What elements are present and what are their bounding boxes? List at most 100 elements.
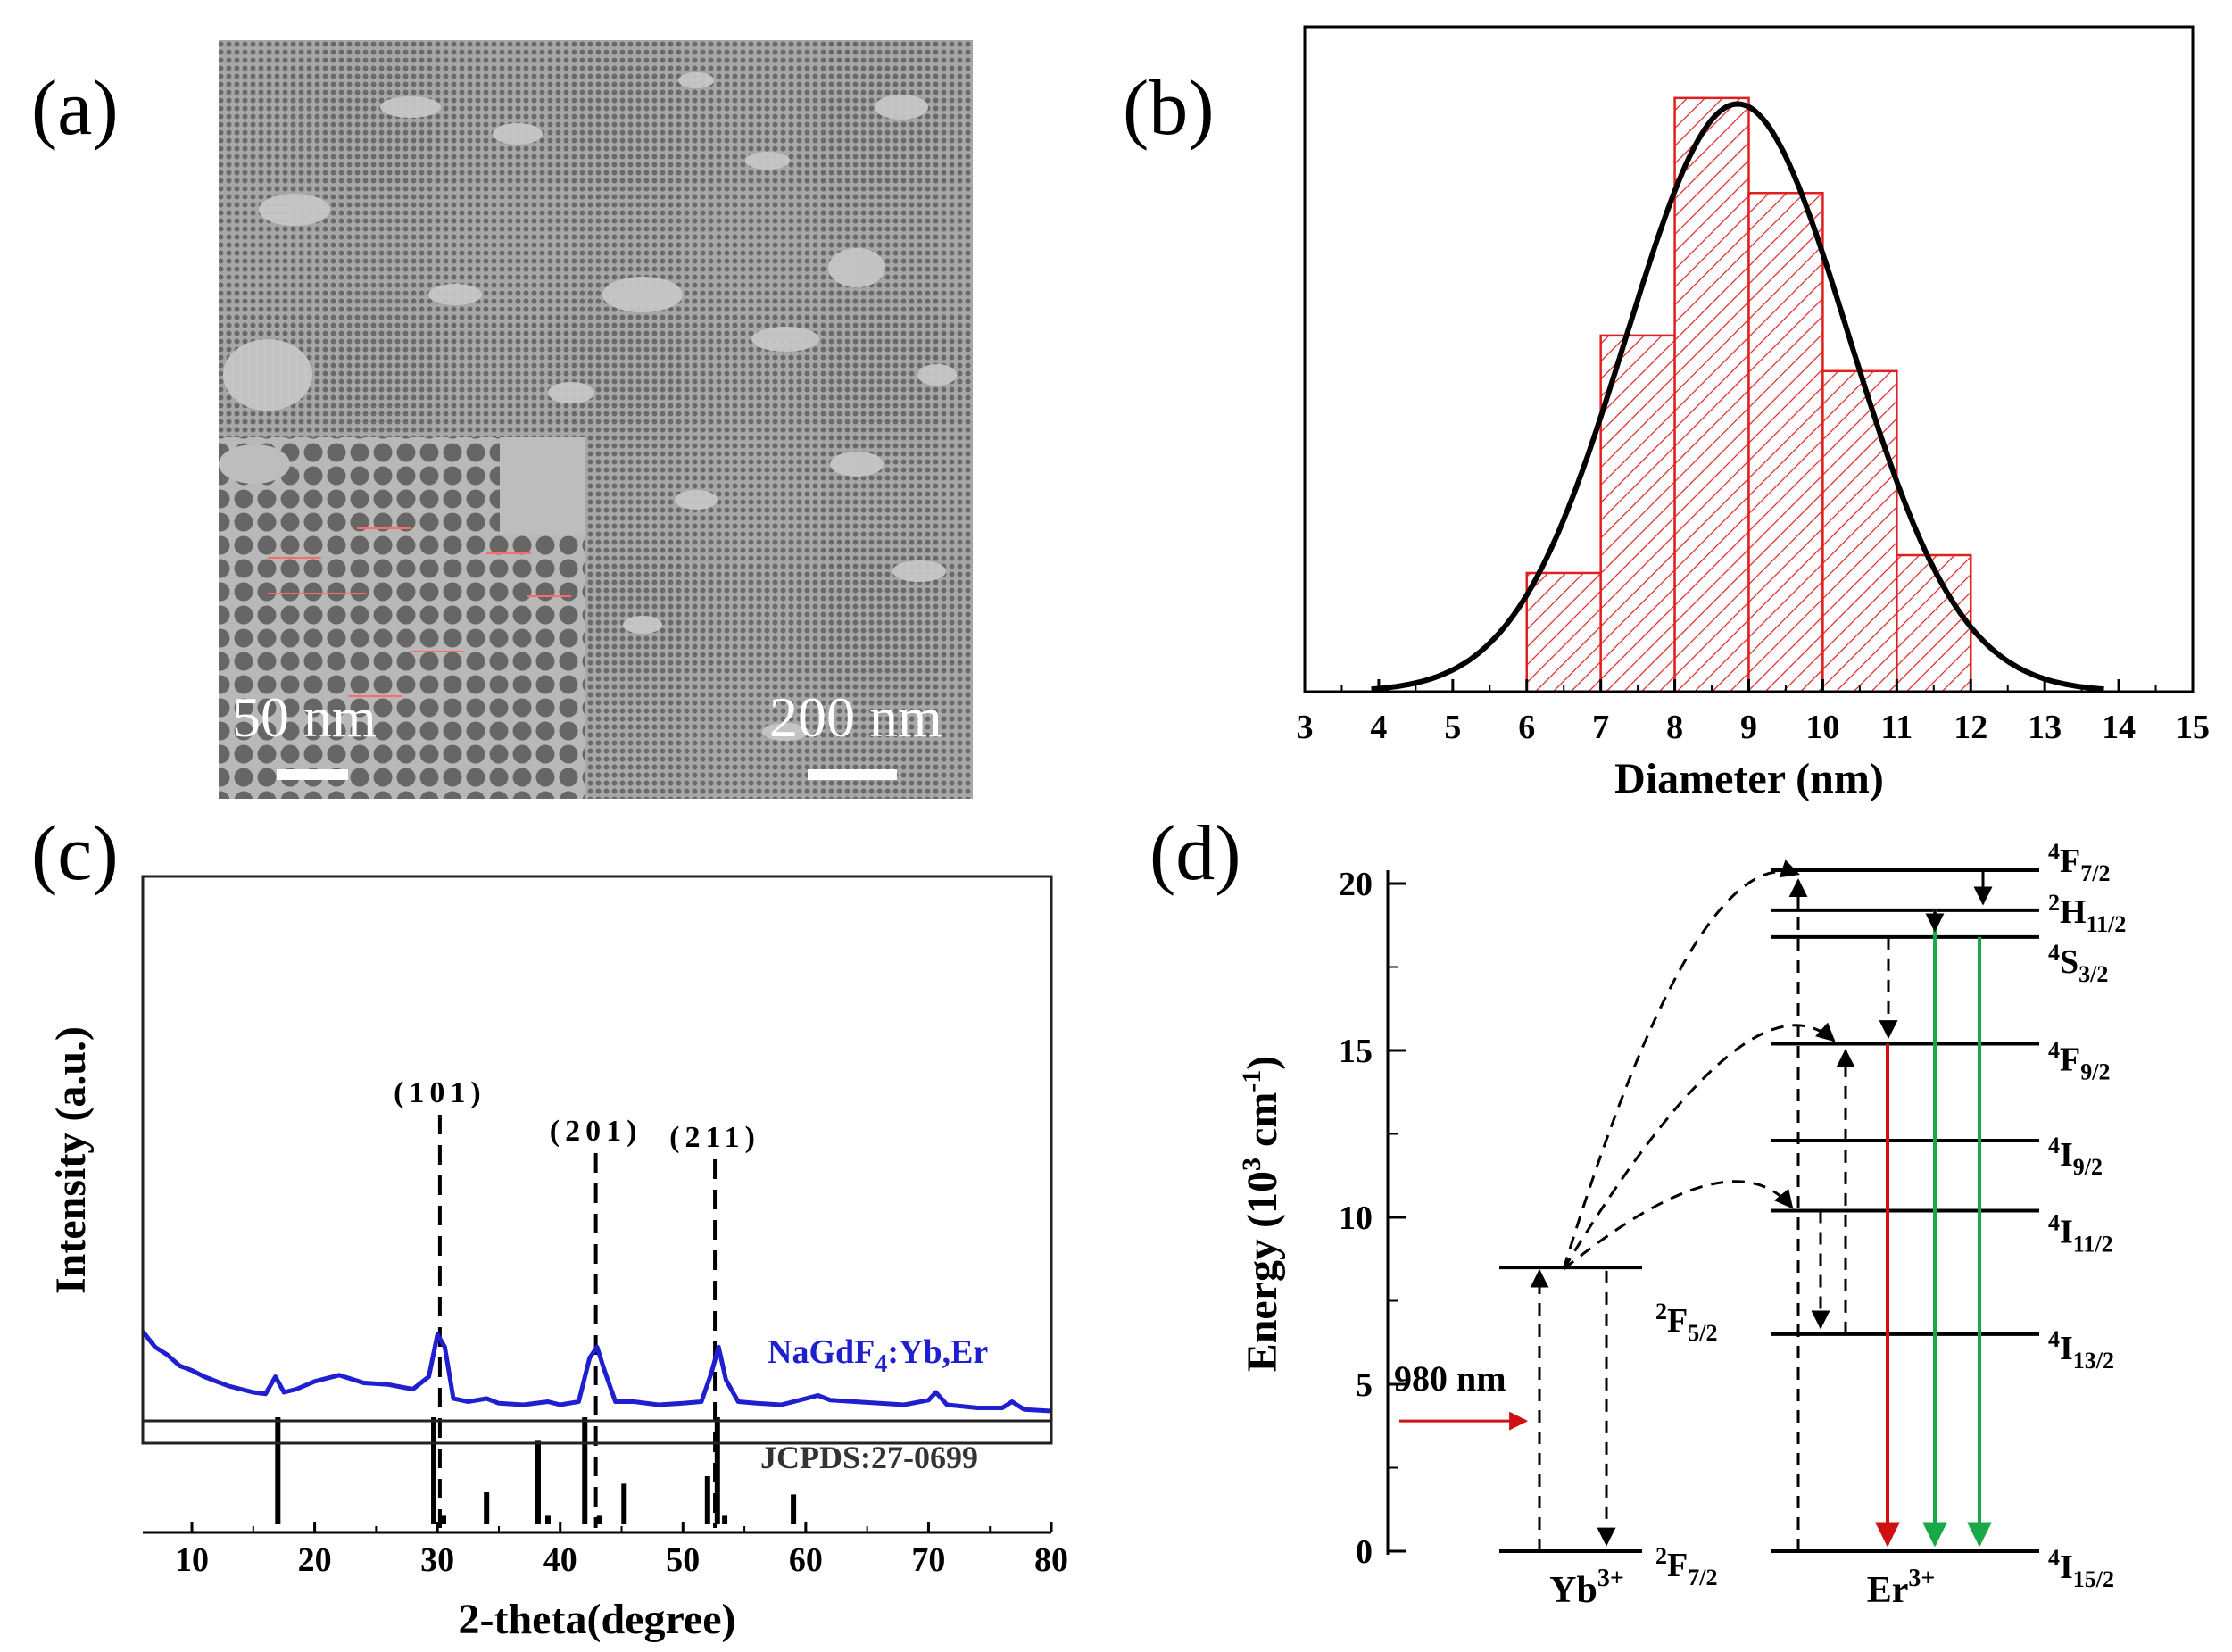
x-tick-label: 9	[1740, 709, 1757, 746]
energy-tick-label: 20	[1339, 866, 1373, 903]
level-label: 4I13/2	[2048, 1326, 2114, 1374]
x-tick-label: 10	[175, 1541, 209, 1579]
main-scale-bar	[808, 769, 897, 780]
level-label-pre: 4	[2048, 1326, 2060, 1352]
histogram-x-title: Diameter (nm)	[1614, 755, 1884, 802]
x-tick-label: 14	[2102, 709, 2136, 746]
level-label-sub: 9/2	[2073, 1154, 2103, 1180]
level-label-pre: 4	[2048, 1210, 2060, 1236]
level-label-main: H	[2060, 893, 2087, 931]
sample-name-part1: NaGdF	[768, 1333, 875, 1371]
histogram-bars	[1525, 96, 1972, 693]
level-label: 4I9/2	[2048, 1133, 2103, 1180]
energy-transfer-arrow	[1562, 859, 1800, 1270]
peak-label: (101)	[394, 1076, 486, 1109]
panel-d-letter: (d)	[1149, 810, 1241, 897]
level-label-main: I	[2060, 1330, 2073, 1367]
energy-transfer-arrow	[1563, 1180, 1794, 1271]
yb-ion-sup: 3+	[1597, 1565, 1624, 1592]
energy-title-sup2: -1	[1237, 1070, 1266, 1092]
level-label-pre: 4	[2048, 1545, 2060, 1571]
energy-transfer-arrow	[1562, 1022, 1836, 1270]
energy-tick-label: 15	[1339, 1033, 1373, 1070]
level-label-sub: 11/2	[2073, 1232, 2113, 1258]
er-ion-sup: 3+	[1908, 1565, 1935, 1592]
panel-a: (a)	[31, 40, 973, 799]
level-label-sub: 11/2	[2087, 911, 2127, 937]
energy-axis-title: Energy (103 cm-1)	[1237, 1056, 1286, 1373]
energy-title-sup: 3	[1237, 1158, 1266, 1171]
xrd-x-title: 2-theta(degree)	[459, 1596, 736, 1643]
panel-a-letter: (a)	[31, 65, 119, 152]
main-scale-label: 200 nm	[769, 685, 942, 749]
reference-label: JCPDS:27-0699	[760, 1440, 978, 1475]
level-label-main: F	[2060, 1042, 2080, 1079]
level-label-sub: 7/2	[1688, 1565, 1717, 1590]
level-label-main: I	[2060, 1548, 2073, 1586]
level-label: 2F5/2	[1655, 1299, 1717, 1346]
level-label-pre: 4	[2048, 1133, 2060, 1158]
reference-sticks	[275, 1417, 797, 1524]
xrd-peak-lines: (101) (201) (211)	[394, 1076, 760, 1528]
sample-label: NaGdF4:Yb,Er	[768, 1333, 988, 1378]
histogram-bar	[1747, 192, 1824, 693]
xrd-curve	[141, 1330, 1052, 1414]
x-tick-label: 8	[1666, 709, 1683, 746]
energy-tick-label: 10	[1339, 1200, 1373, 1237]
er-ion-base: Er	[1867, 1570, 1909, 1611]
level-label-main: I	[2060, 1136, 2073, 1174]
tem-voids	[223, 72, 957, 741]
level-label: 4S3/2	[2048, 940, 2108, 987]
er-ion-label: Er3+	[1867, 1565, 1936, 1611]
level-label: 4I15/2	[2048, 1545, 2114, 1592]
level-label-pre: 4	[2048, 839, 2060, 865]
x-tick-label: 80	[1034, 1541, 1068, 1579]
x-tick-label: 11	[1880, 709, 1913, 746]
level-label-sub: 15/2	[2073, 1566, 2114, 1592]
energy-title-end: )	[1239, 1056, 1286, 1070]
x-tick-label: 13	[2028, 709, 2062, 746]
level-label-sub: 3/2	[2078, 961, 2108, 987]
level-label-main: F	[1667, 1547, 1688, 1584]
transition-arrows	[1388, 859, 1993, 1553]
level-label-sub: 7/2	[2080, 860, 2110, 886]
level-label-pre: 2	[1655, 1543, 1667, 1569]
level-label: 4I11/2	[2048, 1210, 2113, 1258]
x-tick-label: 60	[789, 1541, 823, 1579]
level-label-main: F	[1667, 1302, 1688, 1340]
yb-ion-base: Yb	[1549, 1570, 1597, 1611]
x-tick-label: 12	[1954, 709, 1987, 746]
x-tick-label: 70	[911, 1541, 945, 1579]
energy-title-main: Energy (10	[1239, 1171, 1286, 1372]
histogram-x-ticks: 3 4 5 6 7 8 9 10 11 12 13 14 15	[1297, 679, 2210, 746]
panel-c: (c) (101) (201) (211) NaGdF4:Yb,Er JCPDS:2…	[31, 810, 1068, 1643]
level-label-main: F	[2060, 843, 2080, 880]
xrd-frame	[141, 875, 1053, 1445]
energy-ticks: 0 5 10 15 20	[1339, 866, 1406, 1571]
energy-levels: 2F7/22F5/24I15/24I13/24I11/24I9/24F9/24S…	[1499, 839, 2126, 1592]
panel-c-letter: (c)	[31, 810, 119, 897]
histogram-bar	[1525, 571, 1602, 693]
inset-scale-label: 50 nm	[232, 685, 377, 749]
peak-label: (211)	[669, 1121, 760, 1154]
histogram-bar	[1599, 334, 1676, 693]
level-label-main: S	[2060, 943, 2078, 981]
level-label: 2H11/2	[2048, 890, 2126, 937]
yb-ion-label: Yb3+	[1549, 1565, 1624, 1611]
histogram-bar	[1673, 96, 1750, 693]
level-label-main: I	[2060, 1214, 2073, 1251]
x-tick-label: 10	[1805, 709, 1839, 746]
pump-label: 980 nm	[1394, 1358, 1506, 1399]
x-tick-label: 7	[1592, 709, 1609, 746]
peak-label: (201)	[550, 1115, 643, 1148]
sample-subscript: 4	[875, 1350, 887, 1378]
level-label: 4F9/2	[2048, 1038, 2110, 1085]
x-tick-label: 15	[2176, 709, 2210, 746]
histogram-bar	[1821, 369, 1898, 693]
energy-tick-label: 0	[1356, 1533, 1373, 1571]
energy-title-tail: cm	[1239, 1092, 1286, 1158]
level-label-pre: 2	[1655, 1299, 1667, 1324]
xrd-x-ticks: 10 20 30 40 50 60 70 80	[143, 1522, 1068, 1579]
